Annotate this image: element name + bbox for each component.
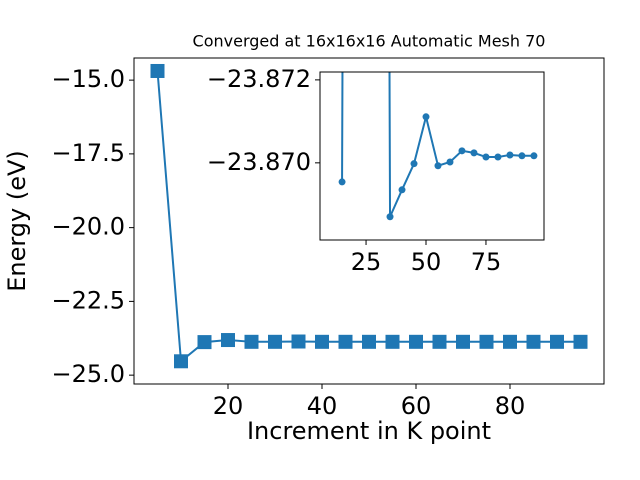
marker bbox=[518, 152, 526, 160]
marker bbox=[409, 334, 423, 349]
marker bbox=[362, 334, 376, 349]
x-tick-label: 40 bbox=[307, 392, 338, 420]
y-axis-label: Energy (eV) bbox=[3, 150, 31, 292]
y-tick-label: −23.872 bbox=[207, 65, 311, 93]
marker bbox=[385, 334, 400, 349]
marker bbox=[398, 186, 406, 194]
marker bbox=[422, 113, 430, 121]
marker bbox=[150, 63, 165, 78]
marker bbox=[526, 334, 541, 349]
x-axis-label: Increment in K point bbox=[247, 417, 491, 445]
marker bbox=[530, 152, 538, 160]
marker bbox=[506, 151, 514, 159]
series-group bbox=[150, 63, 588, 369]
marker bbox=[456, 334, 470, 349]
x-tick-label: 80 bbox=[495, 392, 526, 420]
x-tick-label: 50 bbox=[411, 248, 442, 276]
axes-frame bbox=[319, 71, 545, 241]
marker bbox=[503, 334, 517, 349]
marker bbox=[221, 333, 235, 348]
y-tick-label: −23.870 bbox=[207, 148, 311, 176]
marker bbox=[458, 147, 466, 155]
axes-frame bbox=[133, 57, 605, 385]
y-tick-label: −15.0 bbox=[51, 65, 125, 93]
marker bbox=[410, 160, 418, 168]
x-tick-label: 60 bbox=[401, 392, 432, 420]
marker bbox=[315, 334, 329, 349]
marker bbox=[432, 334, 447, 349]
marker bbox=[434, 162, 442, 170]
series-group bbox=[338, 72, 538, 221]
x-tick-label: 20 bbox=[213, 392, 244, 420]
marker bbox=[338, 334, 353, 349]
y-tick-label: −20.0 bbox=[51, 213, 125, 241]
marker bbox=[338, 178, 346, 186]
y-tick-label: −25.0 bbox=[51, 360, 125, 388]
marker bbox=[470, 149, 478, 157]
marker bbox=[550, 334, 564, 349]
marker bbox=[494, 153, 502, 161]
x-tick-label: 75 bbox=[471, 248, 502, 276]
marker bbox=[197, 335, 212, 350]
marker bbox=[573, 334, 588, 349]
marker bbox=[482, 153, 490, 161]
marker bbox=[291, 334, 306, 349]
x-tick-label: 25 bbox=[351, 248, 382, 276]
marker bbox=[386, 213, 394, 221]
y-tick-label: −17.5 bbox=[51, 139, 125, 167]
marker bbox=[174, 354, 188, 369]
marker bbox=[244, 334, 259, 349]
y-tick-label: −22.5 bbox=[51, 286, 125, 314]
marker bbox=[268, 334, 282, 349]
chart-title: Converged at 16x16x16 Automatic Mesh 70 bbox=[193, 32, 546, 51]
marker bbox=[446, 158, 454, 166]
marker bbox=[479, 334, 494, 349]
